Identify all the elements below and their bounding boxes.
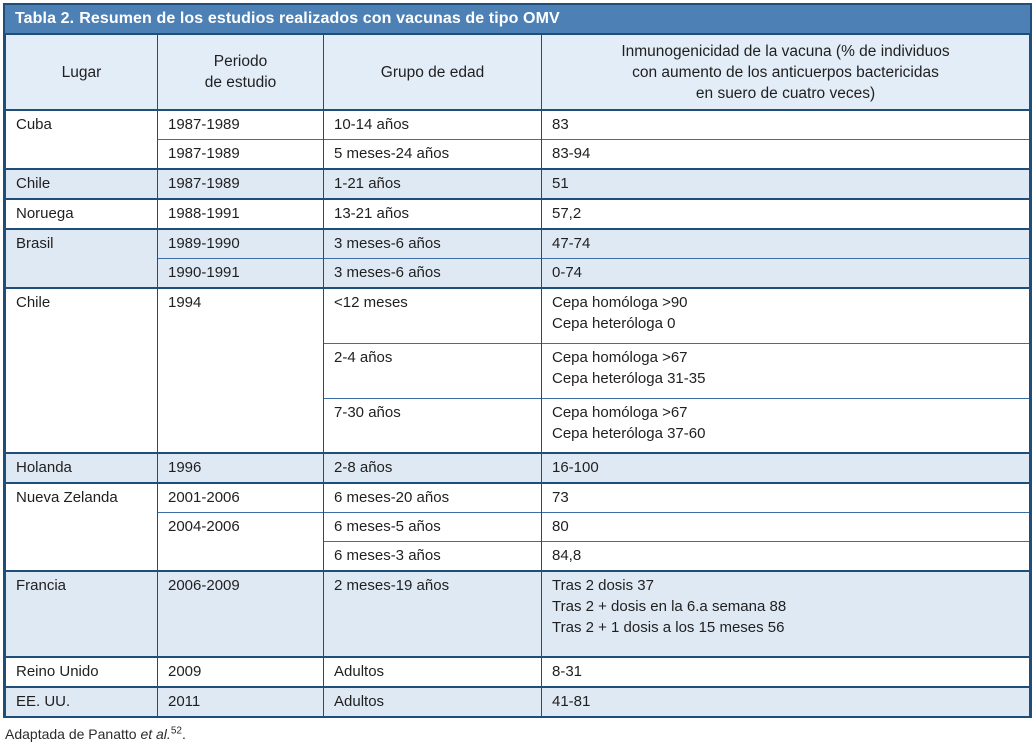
periodo-cell: 1989-1990 — [157, 228, 324, 259]
table-row: 7-30 años Cepa homóloga >67 Cepa heteról… — [6, 397, 1030, 453]
grupo-cell: 2-8 años — [323, 452, 542, 483]
lugar-cell: EE. UU. — [5, 686, 158, 716]
grupo-cell: 6 meses-5 años — [323, 512, 542, 542]
table-row: Francia 2006-2009 2 meses-19 años Tras 2… — [5, 570, 1030, 657]
lugar-cell: Reino Unido — [5, 656, 158, 687]
inmunogenicidad-cell: 41-81 — [541, 686, 1030, 716]
periodo-cell: 2011 — [157, 686, 324, 716]
grupo-cell: 2-4 años — [323, 342, 542, 398]
lugar-cell: Chile — [5, 168, 158, 199]
inmunogenicidad-cell: 80 — [541, 512, 1030, 542]
inmunogenicidad-cell: 51 — [541, 168, 1030, 199]
grupo-cell: Adultos — [323, 686, 542, 716]
periodo-cell: 1994 — [157, 287, 324, 453]
table-row: Chile 1994 <12 meses Cepa homóloga >90 C… — [5, 287, 1030, 453]
grupo-cell: 10-14 años — [323, 109, 542, 140]
footnote-prefix: Adaptada de Panatto — [5, 726, 141, 742]
table-title-label: Tabla 2. — [15, 10, 75, 27]
inmunogenicidad-cell: Cepa homóloga >67 Cepa heteróloga 37-60 — [541, 397, 1030, 453]
grupo-cell: 7-30 años — [323, 397, 542, 453]
table-row: 2004-2006 6 meses-5 años 80 — [6, 512, 1030, 571]
table-row: 2-4 años Cepa homóloga >67 Cepa heterólo… — [6, 342, 1030, 398]
header-cell-grupo: Grupo de edad — [323, 35, 542, 111]
table-title-bar: Tabla 2. Resumen de los estudios realizad… — [5, 5, 1030, 35]
table-frame: Tabla 2. Resumen de los estudios realizad… — [3, 3, 1032, 718]
grupo-cell: 5 meses-24 años — [323, 139, 542, 169]
grupo-cell: 3 meses-6 años — [323, 228, 542, 259]
table-row: Reino Unido 2009 Adultos 8-31 — [5, 656, 1030, 687]
periodo-cell: 2004-2006 — [157, 512, 324, 571]
grupo-cell: 3 meses-6 años — [323, 258, 542, 288]
periodo-cell: 2006-2009 — [157, 570, 324, 657]
inmunogenicidad-cell: 16-100 — [541, 452, 1030, 483]
grupo-cell: <12 meses — [323, 287, 542, 343]
inmunogenicidad-cell: Cepa homóloga >67 Cepa heteróloga 31-35 — [541, 342, 1030, 398]
inmunogenicidad-cell: Tras 2 dosis 37 Tras 2 + dosis en la 6.a… — [541, 570, 1030, 657]
periodo-cell: 1990-1991 — [157, 258, 324, 288]
periodo-cell: 1996 — [157, 452, 324, 483]
header-cell-lugar: Lugar — [5, 35, 158, 111]
footnote-et-al: et al. — [140, 726, 171, 742]
inmunogenicidad-cell: 84,8 — [541, 541, 1030, 571]
omv-studies-table: Lugar Periodo de estudio Grupo de edad I… — [5, 35, 1030, 716]
inmunogenicidad-cell: Cepa homóloga >90 Cepa heteróloga 0 — [541, 287, 1030, 343]
table-footnote: Adaptada de Panatto et al.52. — [3, 718, 1032, 743]
lugar-cell: Noruega — [5, 198, 158, 229]
periodo-cell: 1987-1989 — [157, 139, 324, 169]
header-cell-periodo: Periodo de estudio — [157, 35, 324, 111]
table-title-text: Resumen de los estudios realizados con v… — [79, 10, 560, 27]
lugar-cell: Holanda — [5, 452, 158, 483]
inmunogenicidad-cell: 0-74 — [541, 258, 1030, 288]
grupo-cell: 2 meses-19 años — [323, 570, 542, 657]
grupo-cell: 6 meses-20 años — [323, 482, 542, 513]
grupo-cell: 1-21 años — [323, 168, 542, 199]
table-row: Chile 1987-1989 1-21 años 51 — [5, 168, 1030, 199]
periodo-cell: 2001-2006 — [157, 482, 324, 513]
table-body: Cuba 1987-1989 10-14 años 83 1987-1989 5… — [5, 109, 1030, 716]
inmunogenicidad-cell: 8-31 — [541, 656, 1030, 687]
inmunogenicidad-cell: 83-94 — [541, 139, 1030, 169]
periodo-cell: 2009 — [157, 656, 324, 687]
table-row: 6 meses-3 años 84,8 — [6, 541, 1030, 571]
table-row: Nueva Zelanda 2001-2006 6 meses-20 años … — [5, 482, 1030, 571]
header-cell-inmunogenicidad: Inmunogenicidad de la vacuna (% de indiv… — [541, 35, 1030, 111]
table-header: Lugar Periodo de estudio Grupo de edad I… — [5, 35, 1030, 111]
grupo-cell: 6 meses-3 años — [323, 541, 542, 571]
table-row: Holanda 1996 2-8 años 16-100 — [5, 452, 1030, 483]
lugar-cell: Cuba — [5, 109, 158, 169]
periodo-cell: 1987-1989 — [157, 168, 324, 199]
grupo-cell: Adultos — [323, 656, 542, 687]
grupo-cell: 13-21 años — [323, 198, 542, 229]
periodo-cell: 1987-1989 — [157, 109, 324, 140]
table-row: Noruega 1988-1991 13-21 años 57,2 — [5, 198, 1030, 229]
table-row: Brasil 1989-1990 3 meses-6 años 47-74 — [5, 228, 1030, 288]
inmunogenicidad-cell: 83 — [541, 109, 1030, 140]
table-row: 1987-1989 5 meses-24 años 83-94 — [6, 139, 1030, 169]
inmunogenicidad-cell: 73 — [541, 482, 1030, 513]
periodo-cell: 1988-1991 — [157, 198, 324, 229]
inmunogenicidad-cell: 57,2 — [541, 198, 1030, 229]
lugar-cell: Nueva Zelanda — [5, 482, 158, 571]
table-row: Cuba 1987-1989 10-14 años 83 — [5, 109, 1030, 169]
footnote-reference-number: 52 — [170, 725, 182, 737]
lugar-cell: Chile — [5, 287, 158, 453]
lugar-cell: Francia — [5, 570, 158, 657]
lugar-cell: Brasil — [5, 228, 158, 288]
header-row: Lugar Periodo de estudio Grupo de edad I… — [5, 35, 1030, 111]
table-row: EE. UU. 2011 Adultos 41-81 — [5, 686, 1030, 716]
footnote-period: . — [181, 726, 186, 742]
inmunogenicidad-cell: 47-74 — [541, 228, 1030, 259]
table-row: 1990-1991 3 meses-6 años 0-74 — [6, 258, 1030, 288]
